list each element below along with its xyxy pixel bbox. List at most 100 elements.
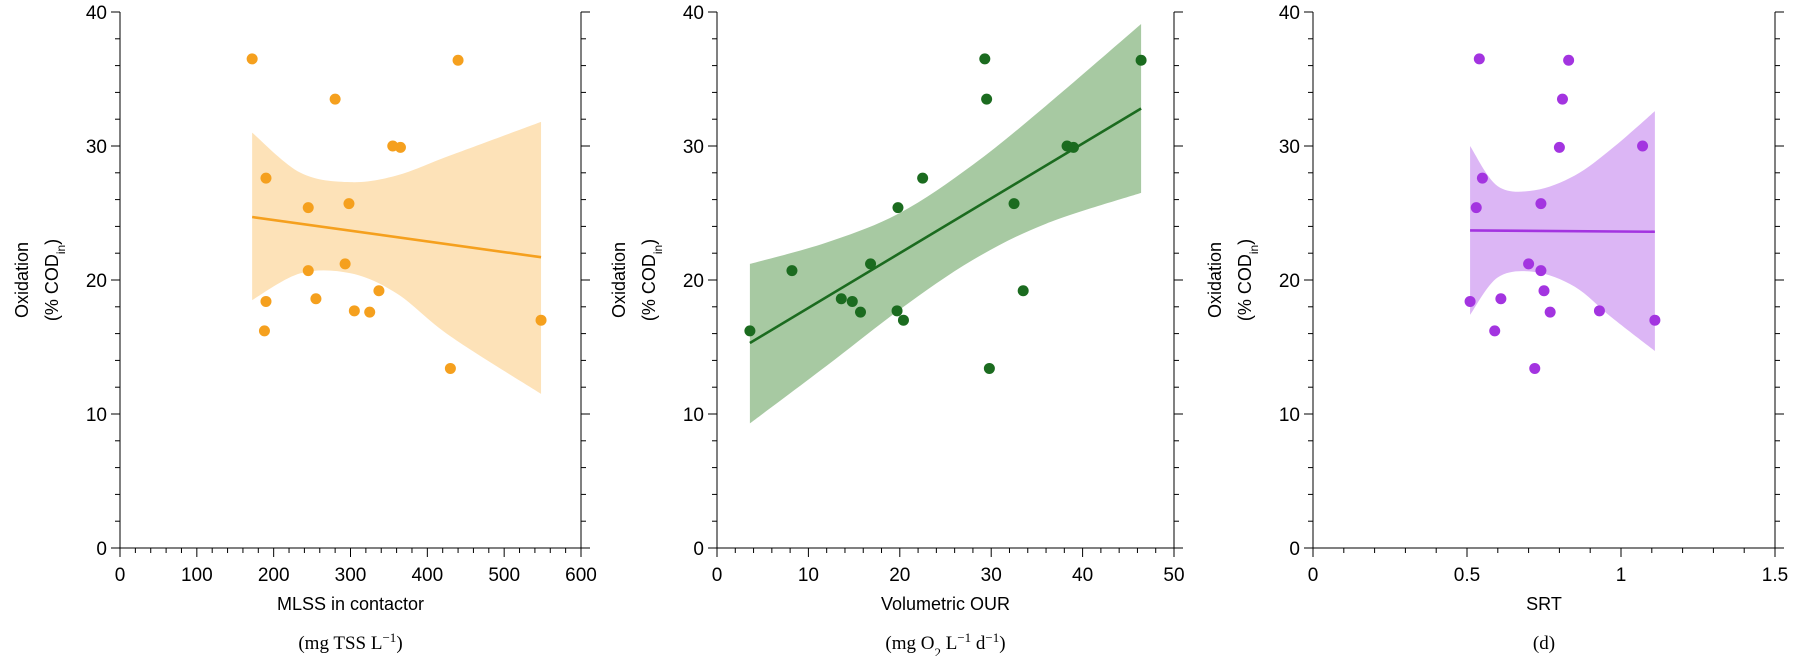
x-tick-label: 100 (181, 565, 213, 586)
data-point (1523, 258, 1535, 270)
data-point (258, 325, 270, 337)
data-point (260, 172, 272, 184)
data-point (846, 295, 858, 307)
data-point (1495, 293, 1507, 305)
x-axis-label: SRT (1526, 594, 1562, 614)
y-tick-label: 10 (683, 405, 704, 426)
y-tick-label: 10 (86, 405, 107, 426)
y-axis-label: Oxidation (1205, 242, 1225, 318)
x-axis-unit: (mg TSS L−1) (298, 630, 402, 655)
x-tick-label: 600 (565, 565, 597, 586)
data-point (1476, 172, 1488, 184)
data-point (444, 362, 456, 374)
data-point (329, 93, 341, 105)
data-point (302, 202, 314, 214)
data-point (897, 314, 909, 326)
x-tick-label: 0 (1308, 565, 1319, 586)
data-point (260, 295, 272, 307)
y-tick-label: 40 (86, 3, 107, 24)
chart-3: 0 10 20 30 40 0 0.5 1 1.5 SRT (d) Oxidation (% CODin… (1205, 3, 1788, 654)
data-point (981, 93, 993, 105)
y-tick-label: 20 (1279, 271, 1300, 292)
x-axis-unit: (d) (1533, 633, 1555, 654)
data-point (1535, 265, 1547, 277)
data-point (310, 293, 322, 305)
x-tick-label: 400 (411, 565, 443, 586)
data-point (1535, 198, 1547, 210)
x-tick-label: 10 (798, 565, 819, 586)
y-tick-label: 20 (683, 271, 704, 292)
data-point (1135, 54, 1147, 66)
data-point (1017, 285, 1029, 297)
data-point (1067, 141, 1079, 153)
x-tick-label: 1 (1616, 565, 1627, 586)
y-axis-label: Oxidation (609, 242, 629, 318)
data-point (1529, 362, 1541, 374)
y-tick-label: 40 (1279, 3, 1300, 24)
data-point (1008, 198, 1020, 210)
data-point (983, 362, 995, 374)
data-point (302, 265, 314, 277)
regression-line (749, 107, 1142, 345)
data-point (246, 53, 258, 65)
confidence-band (749, 24, 1142, 424)
x-axis-unit: (mg O2 L−1 d−1) (885, 630, 1005, 656)
data-point (1593, 305, 1605, 317)
x-tick-label: 500 (488, 565, 520, 586)
x-tick-label: 0 (712, 565, 723, 586)
x-tick-label: 1.5 (1762, 565, 1788, 586)
data-point (452, 54, 464, 66)
data-point (339, 258, 351, 270)
x-tick-label: 0.5 (1454, 565, 1480, 586)
x-axis-label: MLSS in contactor (277, 594, 424, 614)
x-axis-label: Volumetric OUR (881, 594, 1010, 614)
y-tick-label: 0 (693, 539, 704, 560)
data-point (373, 285, 385, 297)
data-point (1470, 202, 1482, 214)
data-point (1473, 53, 1485, 65)
regression-line (1470, 229, 1655, 234)
data-point (892, 202, 904, 214)
y-tick-label: 30 (86, 137, 107, 158)
y-axis-label: Oxidation (12, 242, 32, 318)
regression-line (251, 215, 542, 259)
data-point (1649, 314, 1661, 326)
x-tick-label: 40 (1072, 565, 1093, 586)
data-point (1464, 295, 1476, 307)
data-point (1637, 140, 1649, 152)
data-point (865, 258, 877, 270)
data-point (343, 198, 355, 210)
data-point (1544, 306, 1556, 318)
data-point (744, 325, 756, 337)
confidence-band (252, 121, 542, 394)
x-tick-label: 200 (258, 565, 290, 586)
data-point (786, 265, 798, 277)
x-tick-label: 20 (889, 565, 910, 586)
y-tick-label: 20 (86, 271, 107, 292)
y-tick-label: 30 (1279, 137, 1300, 158)
data-point (1489, 325, 1501, 337)
x-tick-label: 0 (115, 565, 126, 586)
data-point (535, 314, 547, 326)
data-point (979, 53, 991, 65)
data-point (1553, 141, 1565, 153)
y-tick-label: 0 (1289, 539, 1300, 560)
y-tick-label: 10 (1279, 405, 1300, 426)
data-point (1538, 285, 1550, 297)
data-point (891, 305, 903, 317)
y-axis-unit: (% CODin) (1235, 239, 1261, 321)
y-tick-label: 40 (683, 3, 704, 24)
data-point (917, 172, 929, 184)
y-tick-label: 30 (683, 137, 704, 158)
x-tick-label: 50 (1163, 565, 1184, 586)
y-axis-unit: (% CODin) (639, 239, 665, 321)
x-tick-label: 30 (981, 565, 1002, 586)
y-axis-unit: (% CODin) (42, 239, 68, 321)
data-point (348, 305, 360, 317)
y-tick-label: 0 (96, 539, 107, 560)
x-tick-label: 300 (335, 565, 367, 586)
data-point (1556, 93, 1568, 105)
data-point (835, 293, 847, 305)
